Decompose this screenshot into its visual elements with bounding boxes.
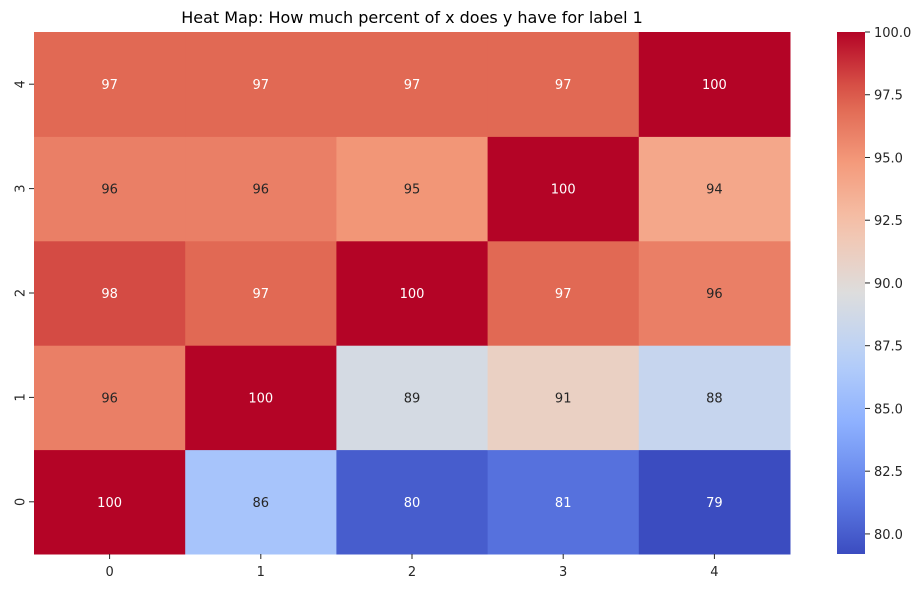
heatmap-cell bbox=[34, 345, 186, 451]
x-tick-label: 4 bbox=[710, 565, 718, 580]
heatmap-cell bbox=[336, 136, 489, 242]
cell-value-label: 98 bbox=[101, 287, 118, 302]
cell-value-label: 97 bbox=[555, 78, 572, 93]
cell-value-label: 96 bbox=[706, 287, 723, 302]
x-axis: 0 1 2 3 4 bbox=[105, 554, 719, 580]
heatmap-cell bbox=[336, 345, 489, 451]
cell-value-label: 100 bbox=[702, 78, 727, 93]
colorbar-tick-label: 87.5 bbox=[874, 340, 903, 355]
cell-value-label: 88 bbox=[706, 391, 723, 406]
heatmap-cell bbox=[185, 32, 337, 137]
cell-value-label: 80 bbox=[404, 496, 421, 511]
colorbar-tick-label: 97.5 bbox=[874, 89, 903, 104]
cell-value-label: 97 bbox=[253, 78, 270, 93]
cell-value-label: 97 bbox=[555, 287, 572, 302]
heatmap-cell bbox=[638, 345, 791, 451]
colorbar-tick-label: 95.0 bbox=[874, 151, 903, 166]
cell-value-label: 97 bbox=[101, 78, 118, 93]
x-tick-label: 2 bbox=[408, 565, 416, 580]
heatmap-cell bbox=[336, 240, 489, 346]
heatmap-cell bbox=[185, 449, 337, 555]
heatmap-cell bbox=[638, 136, 791, 242]
x-tick-label: 1 bbox=[257, 565, 265, 580]
heatmap-cell bbox=[638, 32, 791, 137]
cell-value-label: 100 bbox=[248, 391, 273, 406]
y-tick-label: 0 bbox=[14, 498, 29, 506]
heatmap-cell bbox=[487, 32, 640, 137]
heatmap-cell bbox=[34, 32, 186, 137]
cell-value-label: 91 bbox=[555, 391, 572, 406]
heatmap-cell bbox=[34, 136, 186, 242]
cell-value-label: 96 bbox=[253, 183, 270, 198]
heatmap-cells: 100 86 80 81 79 96 100 89 91 88 98 97 100 97 96 96 96 95 1… bbox=[34, 32, 791, 555]
colorbar-tick-label: 90.0 bbox=[874, 277, 903, 292]
heatmap-cell bbox=[487, 345, 640, 451]
heatmap-cell bbox=[487, 136, 640, 242]
y-tick-label: 3 bbox=[14, 184, 29, 192]
cell-value-label: 96 bbox=[101, 183, 118, 198]
colorbar bbox=[837, 32, 865, 554]
cell-value-label: 97 bbox=[253, 287, 270, 302]
colorbar-axis: 80.0 82.5 85.0 87.5 90.0 92.5 95.0 97.5 100.0 bbox=[865, 26, 911, 543]
cell-value-label: 96 bbox=[101, 391, 118, 406]
colorbar-tick-label: 100.0 bbox=[874, 26, 911, 41]
heatmap-cell bbox=[336, 449, 489, 555]
chart-title: Heat Map: How much percent of x does y h… bbox=[181, 8, 643, 27]
y-axis: 0 1 2 3 4 bbox=[14, 80, 34, 506]
x-tick-label: 0 bbox=[105, 565, 113, 580]
colorbar-tick-label: 82.5 bbox=[874, 465, 903, 480]
cell-value-label: 79 bbox=[706, 496, 723, 511]
heatmap-cell bbox=[638, 240, 791, 346]
x-tick-label: 3 bbox=[559, 565, 567, 580]
heatmap-cell bbox=[185, 345, 337, 451]
cell-value-label: 89 bbox=[404, 391, 421, 406]
y-tick-label: 1 bbox=[14, 393, 29, 401]
colorbar-tick-label: 85.0 bbox=[874, 402, 903, 417]
heatmap-cell bbox=[487, 240, 640, 346]
cell-value-label: 86 bbox=[253, 496, 270, 511]
heatmap-cell bbox=[185, 136, 337, 242]
heatmap-cell bbox=[34, 449, 186, 555]
heatmap-cell bbox=[336, 32, 489, 137]
colorbar-tick-label: 92.5 bbox=[874, 214, 903, 229]
y-tick-label: 2 bbox=[14, 289, 29, 297]
cell-value-label: 95 bbox=[404, 183, 421, 198]
cell-value-label: 94 bbox=[706, 183, 723, 198]
heatmap-cell bbox=[638, 449, 791, 555]
cell-value-label: 100 bbox=[551, 183, 576, 198]
cell-value-label: 100 bbox=[97, 496, 122, 511]
heatmap-cell bbox=[34, 240, 186, 346]
y-tick-label: 4 bbox=[14, 80, 29, 88]
heatmap-cell bbox=[487, 449, 640, 555]
cell-value-label: 97 bbox=[404, 78, 421, 93]
heatmap-cell bbox=[185, 240, 337, 346]
cell-value-label: 81 bbox=[555, 496, 572, 511]
cell-value-label: 100 bbox=[400, 287, 425, 302]
colorbar-tick-label: 80.0 bbox=[874, 528, 903, 543]
